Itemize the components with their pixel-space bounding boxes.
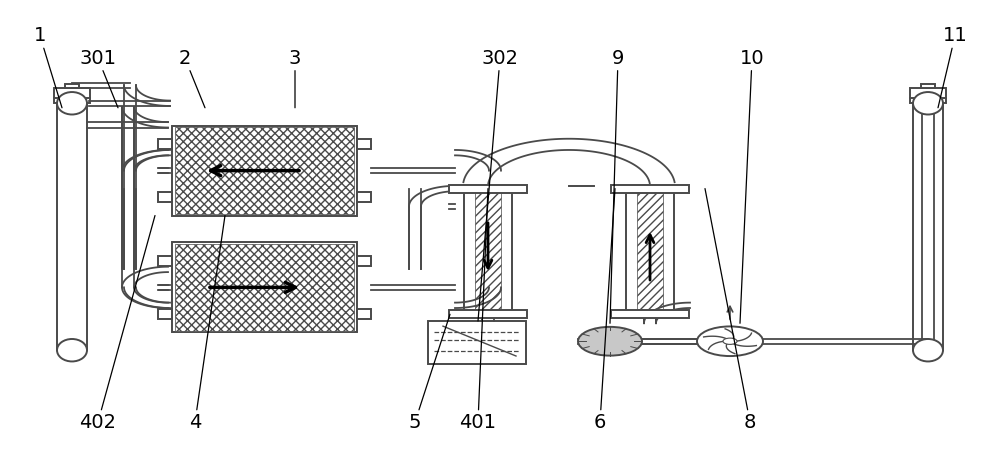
Bar	[921, 84, 935, 88]
Text: 11: 11	[938, 26, 967, 108]
Bar	[172, 242, 357, 332]
Bar	[357, 309, 371, 319]
Bar	[175, 244, 354, 331]
Text: 3: 3	[289, 49, 301, 108]
Bar	[158, 192, 172, 202]
Bar	[65, 84, 79, 88]
Ellipse shape	[57, 92, 87, 114]
Bar	[357, 192, 371, 202]
Text: 302: 302	[478, 49, 518, 321]
Bar	[357, 139, 371, 149]
Bar	[158, 139, 172, 149]
Text: 1: 1	[34, 26, 62, 108]
Bar	[54, 88, 90, 98]
Bar	[172, 126, 357, 216]
Bar	[626, 189, 674, 314]
Bar	[475, 192, 501, 311]
Text: 10: 10	[740, 49, 764, 323]
Bar	[449, 310, 527, 318]
Text: 4: 4	[189, 216, 225, 431]
Text: 9: 9	[610, 49, 624, 323]
Text: 5: 5	[409, 314, 450, 431]
Bar	[611, 185, 689, 193]
Circle shape	[723, 338, 737, 344]
Ellipse shape	[57, 339, 87, 361]
Bar	[57, 103, 87, 350]
Bar	[428, 321, 526, 364]
Bar	[913, 103, 943, 350]
Bar	[158, 256, 172, 266]
Text: 8: 8	[705, 189, 756, 431]
Bar	[54, 98, 90, 103]
Bar	[611, 310, 689, 318]
Text: 301: 301	[80, 49, 118, 108]
Bar	[464, 189, 512, 314]
Bar	[175, 127, 354, 214]
Ellipse shape	[913, 339, 943, 361]
Text: 402: 402	[80, 216, 155, 431]
Bar	[449, 185, 527, 193]
Ellipse shape	[913, 92, 943, 114]
Text: 401: 401	[460, 189, 496, 431]
Bar	[357, 256, 371, 266]
Bar	[910, 98, 946, 103]
Circle shape	[578, 327, 642, 356]
Circle shape	[697, 326, 763, 356]
Bar	[637, 192, 663, 311]
Text: 6: 6	[594, 189, 615, 431]
Text: 2: 2	[179, 49, 205, 108]
Bar	[158, 309, 172, 319]
Bar	[910, 88, 946, 98]
